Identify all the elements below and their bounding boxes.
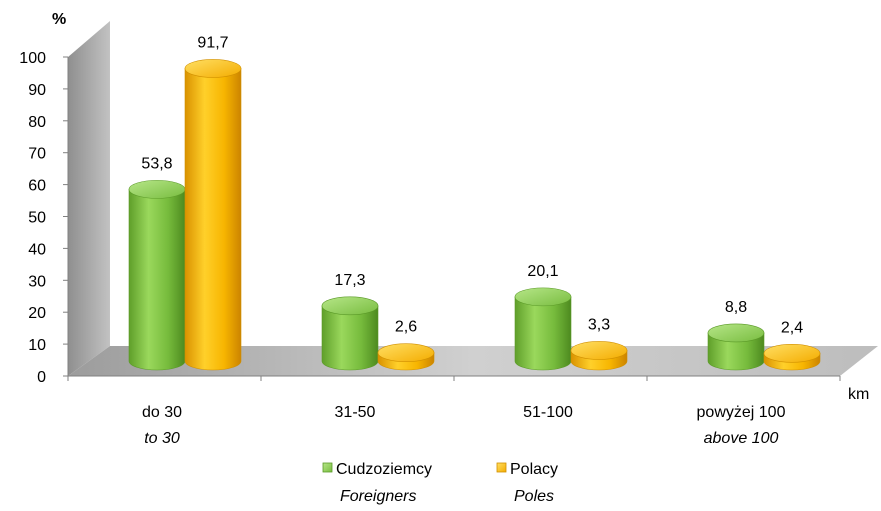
- bar-foreigners-0: [128, 180, 186, 371]
- y-tick-label: 90: [28, 82, 46, 99]
- category-labels: do 30 to 30 31-50 51-100 powyżej 100 above 10…: [142, 404, 786, 447]
- category-label: 51-100: [523, 404, 573, 421]
- y-tick-label: 80: [28, 114, 46, 131]
- y-tick-label: 10: [28, 337, 46, 354]
- legend-label-en: Poles: [514, 488, 554, 505]
- value-label: 2,6: [395, 319, 417, 336]
- y-tick-label: 70: [28, 146, 46, 163]
- legend-swatch: [322, 462, 333, 473]
- value-label: 2,4: [781, 319, 803, 336]
- legend-label: Cudzoziemcy: [336, 461, 432, 478]
- value-label: 53,8: [141, 155, 172, 172]
- bar-poles-1: [377, 343, 435, 371]
- value-label: 17,3: [334, 272, 365, 289]
- y-tick-label: 50: [28, 210, 46, 227]
- bar-poles-2: [570, 341, 628, 371]
- category-label-en: above 100: [704, 430, 779, 447]
- y-unit-label: %: [52, 11, 66, 28]
- category-label: do 30: [142, 404, 182, 421]
- y-tick-label: 0: [37, 369, 46, 386]
- category-label-en: to 30: [144, 430, 180, 447]
- bar-poles-0: [184, 59, 242, 371]
- category-label: 31-50: [335, 404, 376, 421]
- y-tick-label: 40: [28, 241, 46, 258]
- bar-foreigners-2: [514, 287, 572, 371]
- legend: Cudzoziemcy Foreigners Polacy Poles: [322, 461, 558, 505]
- x-axis-ticks: [67, 376, 841, 381]
- bar-foreigners-1: [321, 296, 379, 371]
- value-label: 3,3: [588, 316, 610, 333]
- value-labels: 53,8 91,7 17,3 2,6 20,1 3,3 8,8 2,4: [141, 34, 803, 336]
- value-label: 91,7: [197, 34, 228, 51]
- x-unit-label: km: [848, 386, 869, 403]
- value-label: 8,8: [725, 299, 747, 316]
- legend-swatch: [496, 462, 507, 473]
- legend-item-poles: Polacy Poles: [496, 461, 558, 505]
- category-label: powyżej 100: [697, 404, 786, 421]
- y-axis-ticks: 0 10 20 30 40 50 60 70 80 90 100: [19, 50, 68, 386]
- y-tick-label: 60: [28, 178, 46, 195]
- chart-floor: [68, 346, 878, 376]
- chart-side-wall: [68, 21, 110, 376]
- y-tick-label: 100: [19, 50, 46, 67]
- bar-foreigners-3: [707, 323, 765, 371]
- legend-label-en: Foreigners: [340, 488, 416, 505]
- bars: [128, 59, 821, 371]
- y-tick-label: 30: [28, 273, 46, 290]
- legend-label: Polacy: [510, 461, 558, 478]
- bar-poles-3: [763, 344, 821, 371]
- y-tick-label: 20: [28, 305, 46, 322]
- legend-item-foreigners: Cudzoziemcy Foreigners: [322, 461, 432, 505]
- value-label: 20,1: [527, 263, 558, 280]
